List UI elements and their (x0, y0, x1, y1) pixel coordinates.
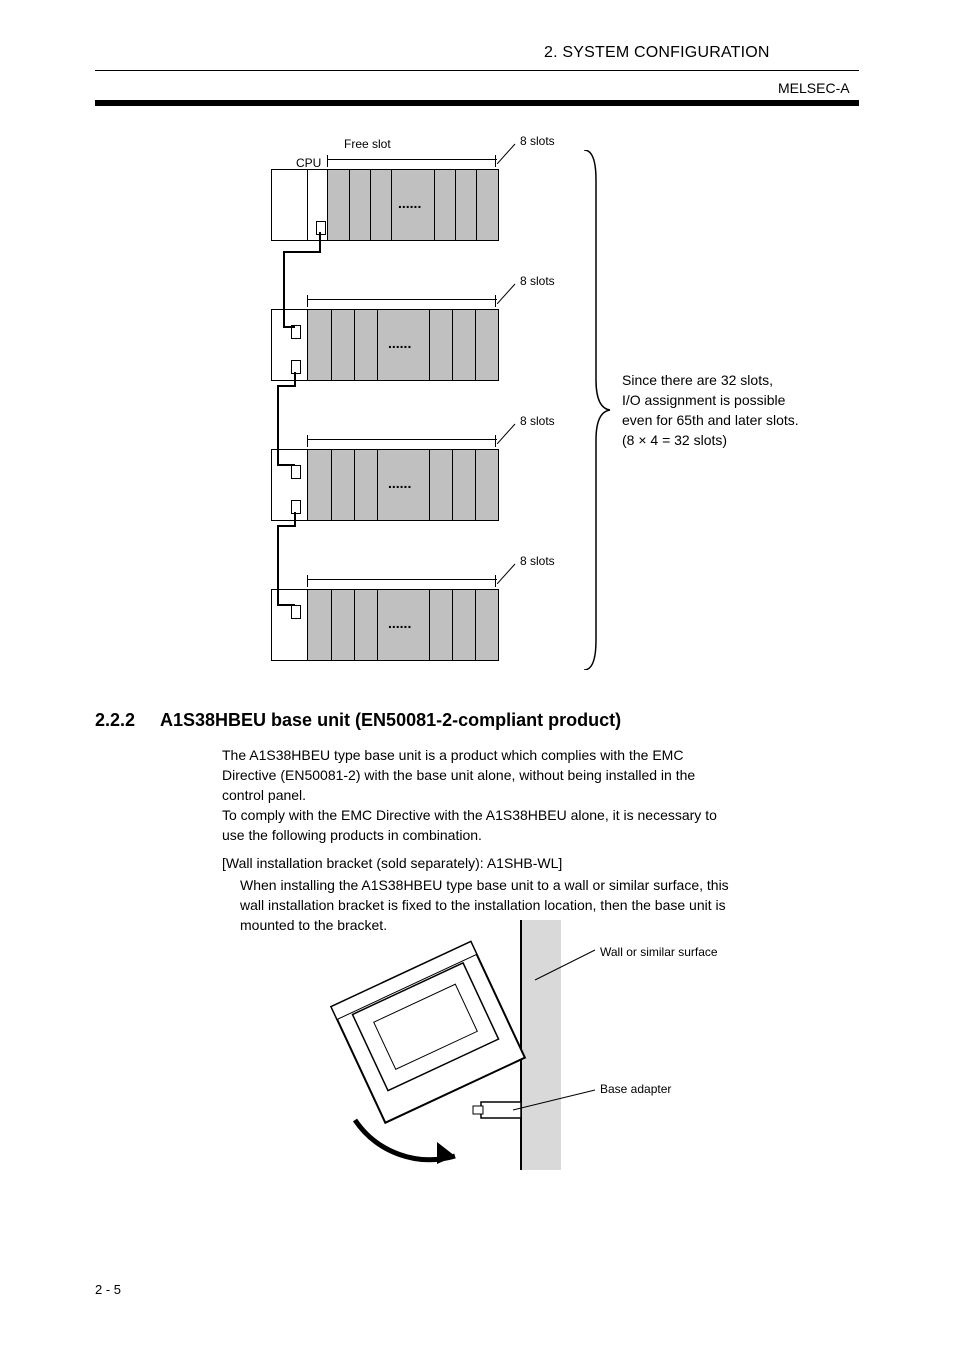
install-diagram (315, 920, 675, 1200)
slots-label-ext1: 8 slots (520, 274, 555, 288)
page: 2. SYSTEM CONFIGURATION MELSEC-A CPU ...… (0, 0, 954, 1351)
cpu-label: CPU (296, 156, 321, 170)
para2: Directive (EN50081-2) with the base unit… (222, 765, 852, 785)
para5: use the following products in combinatio… (222, 825, 852, 845)
slots-label-ext2: 8 slots (520, 414, 555, 428)
block-ext3-dots: ...... (388, 615, 411, 631)
bracket-para2: wall installation bracket is fixed to th… (240, 895, 850, 915)
brace-text-1: Since there are 32 slots, (622, 372, 773, 388)
para1: The A1S38HBEU type base unit is a produc… (222, 745, 852, 765)
block-ext2-dots: ...... (388, 475, 411, 491)
section-number: 2.2.2 (95, 710, 135, 731)
bracket-head: [Wall installation bracket (sold separat… (222, 855, 562, 871)
block-ext1-dots: ...... (388, 335, 411, 351)
brace-text-3: even for 65th and later slots. (622, 412, 799, 428)
free-slot-label: Free slot (344, 137, 391, 151)
section-heading: A1S38HBEU base unit (EN50081-2-compliant… (160, 710, 621, 731)
header-right: MELSEC-A (778, 80, 850, 96)
block-main-cpu (271, 169, 309, 241)
rule-thick (95, 100, 859, 106)
page-number: 2 - 5 (95, 1282, 121, 1297)
para3: control panel. (222, 785, 852, 805)
block-main-dots: ...... (398, 195, 421, 211)
wire-2 (270, 372, 310, 475)
bracket-para1: When installing the A1S38HBEU type base … (240, 875, 850, 895)
wire-3 (270, 512, 310, 615)
wall-label: Wall or similar surface (600, 945, 718, 959)
para4: To comply with the EMC Directive with th… (222, 805, 852, 825)
wire-1 (270, 232, 330, 337)
section-title: 2. SYSTEM CONFIGURATION (544, 44, 770, 62)
brace-icon (580, 150, 612, 670)
brace-text-2: I/O assignment is possible (622, 392, 785, 408)
adapter-label: Base adapter (600, 1082, 671, 1096)
slots-label-main: 8 slots (520, 134, 555, 148)
slots-label-ext3: 8 slots (520, 554, 555, 568)
brace-text-4: (8 × 4 = 32 slots) (622, 432, 727, 448)
rule-thin (95, 70, 859, 71)
